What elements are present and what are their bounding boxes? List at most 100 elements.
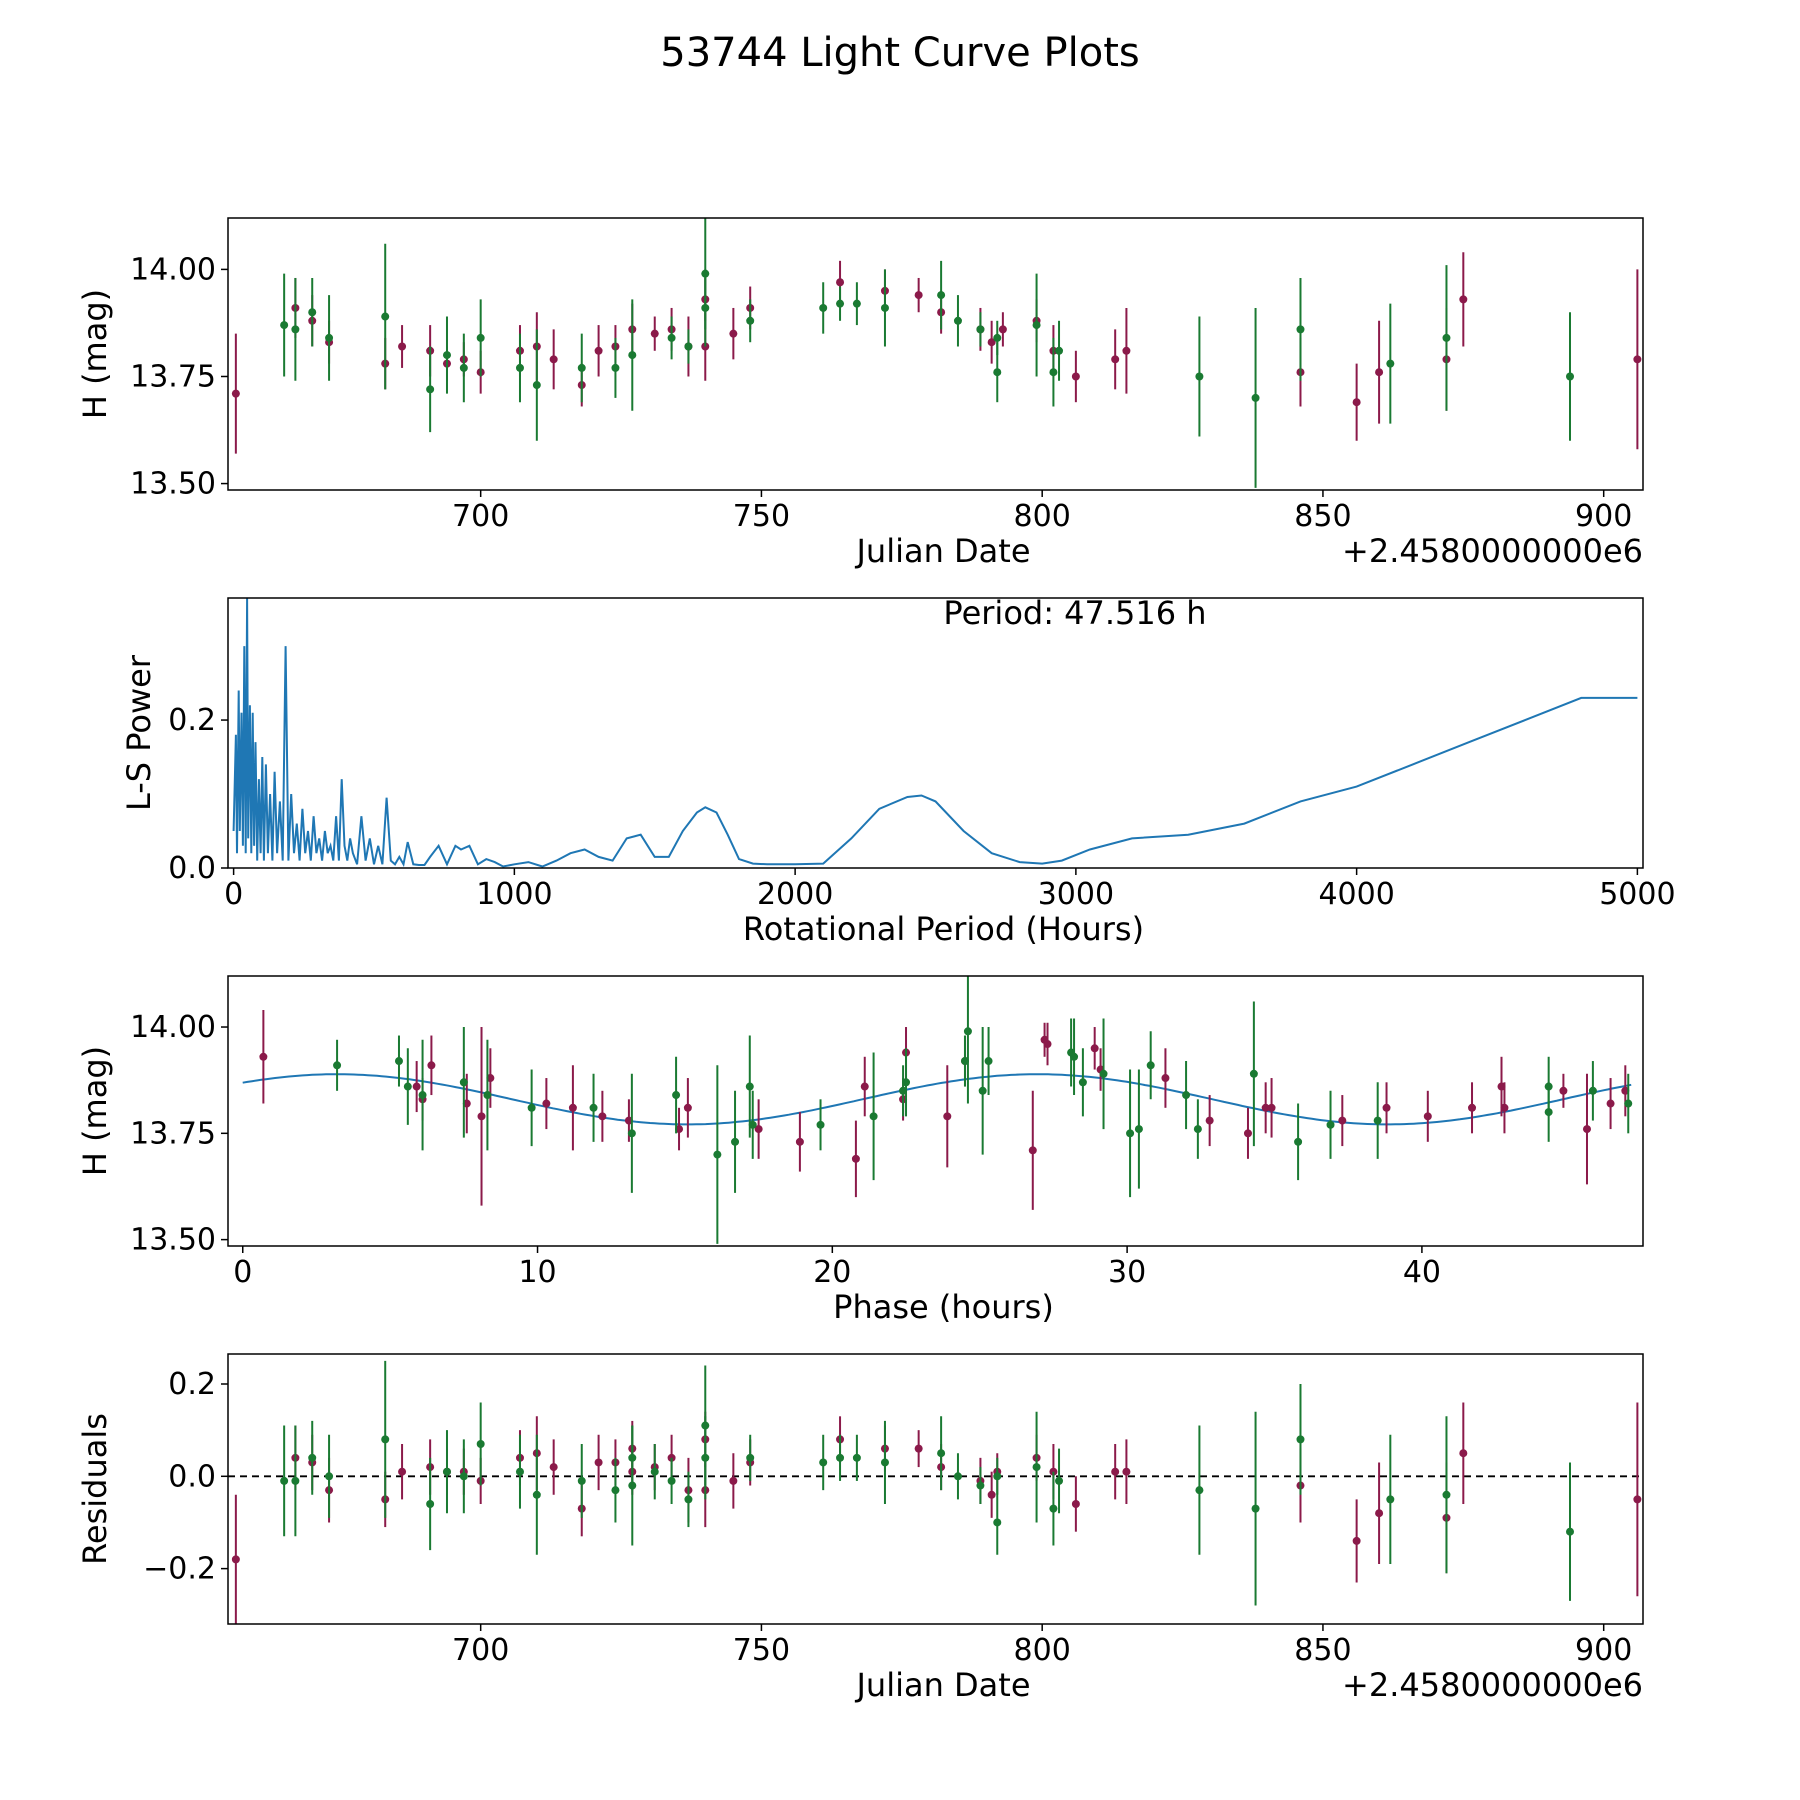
residuals-filter_b-point	[308, 1453, 317, 1462]
lightcurve-filter_b-point	[836, 299, 845, 308]
residuals-offset-label: +2.4580000000e6	[1342, 1666, 1643, 1704]
phased-filter_b-point	[1193, 1125, 1202, 1134]
phased-filter_b-point	[1294, 1137, 1303, 1146]
phased-filter_b-point	[1544, 1108, 1553, 1117]
lightcurve-filter_a-point	[1633, 355, 1642, 364]
residuals-panel: 700 750 800 850 900 −0.2 0.0 0.2 Julian Date Resi…	[76, 1353, 1644, 1704]
lightcurve-filter_b-point	[993, 333, 1002, 342]
residuals-filter_b-point	[1296, 1435, 1305, 1444]
lightcurve-filter_b-point	[1442, 333, 1451, 342]
phased-filter_b-point	[527, 1103, 536, 1112]
residuals-filter_b-point	[937, 1449, 946, 1458]
phased-filter_b-point	[1126, 1129, 1135, 1138]
residuals-filter_a-point	[1459, 1449, 1468, 1458]
residuals-filter_a-point	[231, 1555, 240, 1564]
phased-filter_a-point	[259, 1052, 268, 1061]
lightcurve-filter_b-point	[976, 325, 985, 334]
lightcurve-filter_b-point	[532, 381, 541, 390]
lightcurve-xtick-label: 800	[1014, 499, 1071, 534]
phased-filter_a-point	[754, 1125, 763, 1134]
phased-filter_b-point	[1588, 1086, 1597, 1095]
periodogram-xtick-label: 5000	[1599, 877, 1675, 912]
phased-xlabel: Phase (hours)	[833, 1288, 1054, 1326]
phased-filter_b-point	[1249, 1069, 1258, 1078]
lightcurve-filter_a-point	[1459, 295, 1468, 304]
residuals-filter_b-point	[650, 1467, 659, 1476]
residuals-filter_b-point	[1251, 1504, 1260, 1513]
phased-filter_a-point	[1468, 1103, 1477, 1112]
phased-filter_b-point	[627, 1129, 636, 1138]
phased-filter_b-point	[984, 1057, 993, 1066]
phased-filter_b-point	[1326, 1120, 1335, 1129]
phased-filter_a-point	[1423, 1112, 1432, 1121]
lightcurve-filter_b-point	[852, 299, 861, 308]
phased-filter_b-point	[1182, 1091, 1191, 1100]
residuals-filter_b-point	[442, 1467, 451, 1476]
lightcurve-filter_b-point	[426, 385, 435, 394]
phased-filter_b-point	[816, 1120, 825, 1129]
phased-filter_b-point	[960, 1057, 969, 1066]
phased-filter_a-point	[860, 1082, 869, 1091]
lightcurve-filter_b-point	[1055, 346, 1064, 355]
lightcurve-filter_a-point	[998, 325, 1007, 334]
residuals-ylabel: Residuals	[76, 1413, 114, 1565]
lightcurve-filter_b-point	[684, 342, 693, 351]
phased-filter_a-point	[1043, 1040, 1052, 1049]
residuals-xtick-label: 850	[1294, 1633, 1351, 1668]
phased-filter_a-point	[943, 1112, 952, 1121]
residuals-filter_b-point	[746, 1453, 755, 1462]
lightcurve-filter_b-point	[325, 333, 334, 342]
phased-plot-area	[242, 976, 1633, 1244]
residuals-filter_b-point	[1386, 1495, 1395, 1504]
phased-filter_b-point	[745, 1082, 754, 1091]
lightcurve-filter_b-point	[308, 308, 317, 317]
residuals-ytick-label: 0.0	[168, 1459, 216, 1494]
phased-filter_a-point	[1382, 1103, 1391, 1112]
residuals-filter_a-point	[549, 1463, 558, 1472]
periodogram-xtick-label: 3000	[1038, 877, 1114, 912]
lightcurve-filter_a-point	[987, 338, 996, 347]
lightcurve-filter_b-point	[291, 325, 300, 334]
residuals-filter_b-point	[819, 1458, 828, 1467]
lightcurve-offset-label: +2.4580000000e6	[1342, 532, 1643, 570]
phased-filter_b-point	[978, 1086, 987, 1095]
phased-model-curve	[242, 1073, 1632, 1126]
residuals-filter_b-point	[684, 1495, 693, 1504]
lightcurve-filter_b-point	[1195, 372, 1204, 381]
lightcurve-filter_a-point	[231, 389, 240, 398]
residuals-xtick-label: 700	[452, 1633, 509, 1668]
lightcurve-filter_b-point	[442, 351, 451, 360]
residuals-filter_b-point	[976, 1481, 985, 1490]
phased-filter_b-point	[1070, 1052, 1079, 1061]
residuals-xtick-label: 900	[1575, 1633, 1632, 1668]
lightcurve-filter_a-point	[549, 355, 558, 364]
residuals-filter_b-point	[701, 1453, 710, 1462]
lightcurve-filter_b-point	[701, 303, 710, 312]
lightcurve-filter_b-point	[1566, 372, 1575, 381]
phased-xtick-label: 40	[1403, 1255, 1441, 1290]
residuals-filter_b-point	[459, 1472, 468, 1481]
lightcurve-filter_a-point	[729, 329, 738, 338]
residuals-filter_b-point	[1032, 1463, 1041, 1472]
lightcurve-filter_b-point	[1386, 359, 1395, 368]
residuals-filter_b-point	[325, 1472, 334, 1481]
phased-filter_b-point	[394, 1057, 403, 1066]
residuals-filter_b-point	[1566, 1527, 1575, 1536]
residuals-filter_b-point	[1049, 1504, 1058, 1513]
phased-filter_b-point	[731, 1137, 740, 1146]
phased-filter_b-point	[418, 1091, 427, 1100]
phased-filter_b-point	[963, 1027, 972, 1036]
phased-filter_a-point	[1028, 1146, 1037, 1155]
residuals-filter_b-point	[476, 1440, 485, 1448]
residuals-filter_b-point	[993, 1518, 1002, 1527]
phased-filter_a-point	[568, 1103, 577, 1112]
phased-filter_a-point	[1205, 1116, 1214, 1125]
lightcurve-filter_b-point	[880, 303, 889, 312]
phased-xtick-label: 10	[518, 1255, 556, 1290]
phased-filter_a-point	[1500, 1103, 1509, 1112]
lightcurve-filter_b-point	[1032, 321, 1041, 330]
phased-xtick-label: 0	[233, 1255, 252, 1290]
lightcurve-frame	[227, 217, 1644, 491]
